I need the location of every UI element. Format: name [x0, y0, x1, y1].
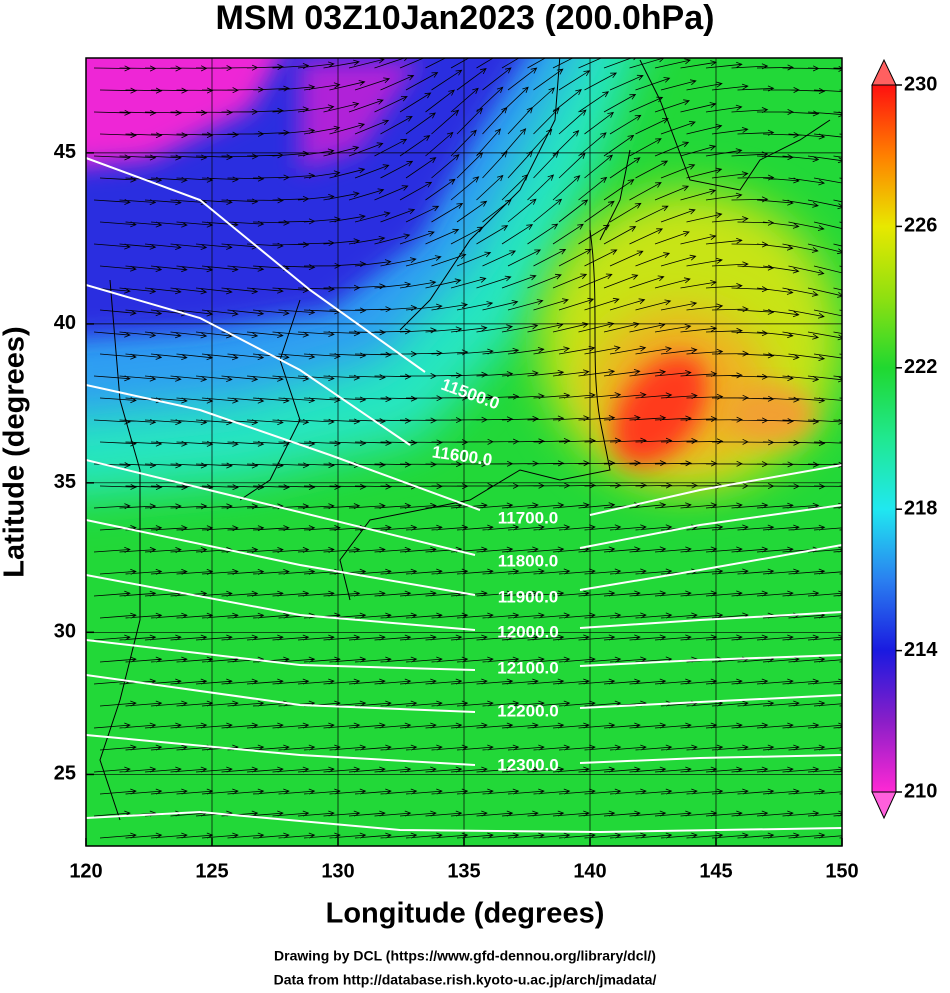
x-tick-label: 140 [573, 860, 606, 882]
grid [86, 58, 842, 846]
x-tick-label: 120 [69, 860, 102, 882]
field-red [612, 354, 708, 466]
colorbar-tick-label: 222 [904, 356, 937, 378]
contour-label: 11700.0 [498, 508, 559, 527]
contour-line [579, 611, 842, 629]
contour-line [86, 519, 476, 596]
field-orange2 [725, 385, 815, 445]
field: 11500.011600.011700.011800.011900.012000… [86, 58, 842, 846]
title: MSM 03Z10Jan2023 (200.0hPa) [216, 0, 715, 37]
colorbar-tick-label: 230 [904, 73, 937, 95]
colorbar-tick-label: 218 [904, 497, 937, 519]
contour-label: 12200.0 [497, 701, 558, 720]
field-purple [300, 60, 420, 170]
contour-line [86, 810, 842, 834]
contour-line [86, 459, 476, 556]
y-tick-label: 25 [54, 763, 76, 785]
contour-line [86, 284, 411, 446]
contours [86, 157, 842, 834]
y-axis-label: Latitude (degrees) [0, 326, 31, 577]
colorbar-max-arrow [871, 58, 897, 86]
contour-label: 11800.0 [498, 551, 559, 570]
x-tick-label: 150 [825, 860, 858, 882]
y-tick-label: 40 [54, 312, 76, 334]
contour-line [579, 504, 842, 549]
y-tick-label: 35 [54, 471, 76, 493]
contour-line [86, 157, 426, 373]
y-tick-label: 30 [54, 621, 76, 643]
x-axis-label: Longitude (degrees) [326, 898, 605, 930]
contour-label: 11900.0 [498, 587, 559, 606]
colorbar-min-arrow [871, 791, 897, 820]
contour-line [579, 694, 842, 709]
contour-line [86, 574, 476, 631]
x-tick-label: 135 [447, 860, 480, 882]
colorbar-tick-label: 214 [904, 639, 938, 661]
credit: Data from http://database.rish.kyoto-u.a… [274, 972, 657, 988]
contour-line [589, 464, 842, 516]
colorbar-tick-label: 226 [904, 215, 937, 237]
credit: Drawing by DCL (https://www.gfd-dennou.o… [274, 948, 656, 964]
y-tick-label: 45 [54, 141, 76, 163]
contour-line [86, 674, 476, 713]
contour-line [86, 639, 476, 671]
x-tick-label: 125 [195, 860, 228, 882]
axes: 120 125 130 135 140 145 150 25 30 35 40 45 [54, 141, 859, 882]
contour-line [579, 544, 842, 591]
contour-label: 12100.0 [497, 658, 558, 677]
wind-arrows [93, 58, 842, 839]
x-tick-label: 145 [699, 860, 732, 882]
contour-line [86, 384, 481, 511]
contour-label: 12300.0 [497, 755, 558, 774]
contour-line [86, 734, 476, 766]
colorbar-axis: 210 214 218 222 226 230 [896, 73, 938, 802]
x-tick-label: 130 [321, 860, 354, 882]
contour-label: 12000.0 [497, 622, 558, 641]
colorbar [871, 84, 897, 793]
contour-line [579, 754, 842, 764]
contour-line [579, 654, 842, 667]
colorbar-tick-label: 210 [904, 780, 937, 802]
